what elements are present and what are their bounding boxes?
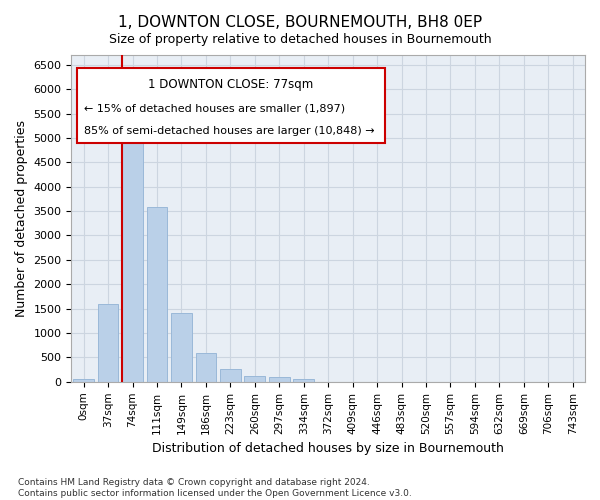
Bar	[146, 207, 167, 382]
Y-axis label: Number of detached properties: Number of detached properties	[15, 120, 28, 317]
Text: Contains HM Land Registry data © Crown copyright and database right 2024.
Contai: Contains HM Land Registry data © Crown c…	[18, 478, 412, 498]
Bar	[220, 369, 241, 382]
Text: Size of property relative to detached houses in Bournemouth: Size of property relative to detached ho…	[109, 32, 491, 46]
Bar	[196, 352, 217, 382]
Text: ← 15% of detached houses are smaller (1,897): ← 15% of detached houses are smaller (1,…	[84, 104, 346, 114]
Bar	[122, 133, 143, 382]
Bar	[269, 377, 290, 382]
Text: 1 DOWNTON CLOSE: 77sqm: 1 DOWNTON CLOSE: 77sqm	[148, 78, 313, 91]
Bar	[244, 376, 265, 382]
FancyBboxPatch shape	[77, 68, 385, 143]
Bar	[98, 304, 118, 382]
Bar	[293, 378, 314, 382]
Bar	[171, 312, 192, 382]
Text: 85% of semi-detached houses are larger (10,848) →: 85% of semi-detached houses are larger (…	[84, 126, 375, 136]
Text: 1, DOWNTON CLOSE, BOURNEMOUTH, BH8 0EP: 1, DOWNTON CLOSE, BOURNEMOUTH, BH8 0EP	[118, 15, 482, 30]
X-axis label: Distribution of detached houses by size in Bournemouth: Distribution of detached houses by size …	[152, 442, 504, 455]
Bar	[73, 380, 94, 382]
